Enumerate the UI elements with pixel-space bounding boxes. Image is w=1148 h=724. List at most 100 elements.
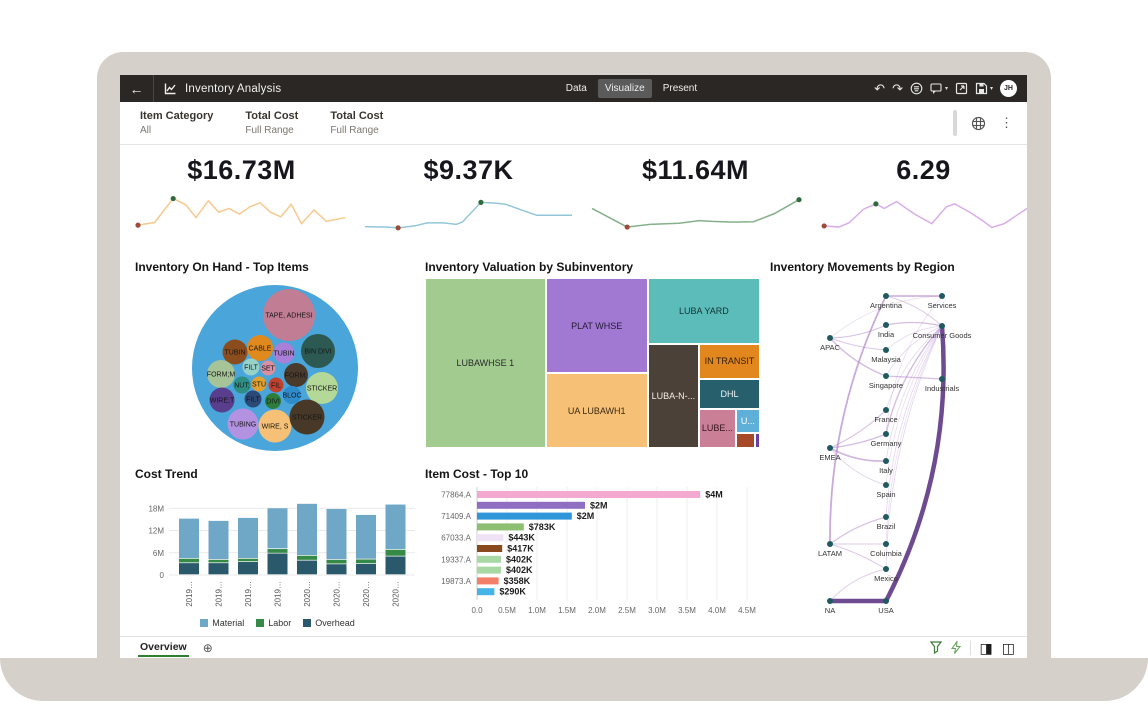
treemap-cell[interactable]: LUBAWHSE 1 (425, 278, 546, 448)
avatar[interactable]: JH (1000, 80, 1017, 97)
treemap-cell[interactable]: PLAT WHSE (545, 278, 648, 374)
network-node-na[interactable] (827, 598, 833, 604)
stacked-bar-segment[interactable] (179, 558, 199, 563)
treemap-cell[interactable]: LUBA YARD (647, 278, 760, 344)
stacked-bar-segment[interactable] (267, 553, 288, 575)
insights-icon[interactable] (910, 82, 923, 95)
treemap-cell[interactable]: LUBE... (699, 408, 736, 448)
stacked-bar-segment[interactable] (356, 559, 376, 564)
network-node-usa[interactable] (883, 598, 889, 604)
network-node-mexico[interactable] (883, 566, 889, 572)
tab-visualize[interactable]: Visualize (597, 79, 652, 98)
filter-item-category[interactable]: Item Category All (140, 110, 214, 136)
stacked-bar-segment[interactable] (297, 555, 317, 560)
network-node-france[interactable] (883, 407, 889, 413)
auto-apply-icon[interactable] (950, 641, 961, 654)
bubble-form-m[interactable] (207, 360, 235, 388)
network-node-malaysia[interactable] (883, 347, 889, 353)
stacked-bar-segment[interactable] (238, 517, 258, 558)
stacked-bar-segment[interactable] (356, 563, 376, 575)
bubble-sticker[interactable] (289, 399, 325, 435)
item-cost-bar[interactable] (477, 577, 499, 585)
grammar-panel-toggle-icon[interactable]: ◨ (979, 639, 993, 656)
bubble-fil[interactable] (268, 377, 284, 393)
bubble-filt[interactable] (244, 390, 262, 408)
item-cost-bar[interactable] (477, 534, 504, 542)
stacked-bar-segment[interactable] (326, 509, 347, 560)
export-icon[interactable] (955, 82, 968, 95)
network-node-latam[interactable] (827, 541, 833, 547)
network-chart[interactable]: APAC EMEA LATAM NA Argentina India Malaysia Sin… (770, 278, 1025, 630)
stacked-bar-segment[interactable] (326, 559, 347, 564)
bubble-tubin[interactable] (273, 342, 295, 364)
network-node-consumer-goods[interactable] (939, 323, 945, 329)
network-node-columbia[interactable] (883, 541, 889, 547)
bubble-bin-divi[interactable] (301, 334, 335, 368)
kpi-tile-ratio[interactable]: 6.29 (810, 149, 1027, 253)
network-node-services[interactable] (939, 293, 945, 299)
stacked-bar-chart[interactable]: 0 6M 12M 18M 2019… 2019… 2019… 2019… 2020… 2020… 2… (135, 485, 420, 611)
stacked-bar-segment[interactable] (356, 514, 376, 559)
bubble-sticker[interactable] (306, 372, 338, 404)
bubble-nut-[interactable] (233, 376, 251, 394)
item-cost-bar[interactable] (477, 501, 585, 509)
treemap-cell[interactable]: IN TRANSIT (699, 343, 760, 379)
treemap-cell[interactable]: DHL (699, 378, 760, 409)
stacked-bar-segment[interactable] (385, 504, 406, 550)
comment-icon[interactable]: ▾ (930, 82, 948, 95)
treemap-cell[interactable] (754, 433, 760, 448)
filter-total-cost-2[interactable]: Total Cost Full Range (330, 110, 384, 136)
bubble-divi[interactable] (265, 393, 281, 409)
kpi-tile-total-cost[interactable]: $16.73M (128, 149, 355, 253)
network-node-emea[interactable] (827, 445, 833, 451)
network-node-industrials[interactable] (939, 376, 945, 382)
bubble-filt[interactable] (242, 358, 260, 376)
stacked-bar-segment[interactable] (326, 564, 347, 575)
filter-icon[interactable] (929, 641, 942, 654)
bubble-tape-adhesi[interactable] (263, 289, 315, 341)
network-node-brazil[interactable] (883, 514, 889, 520)
stacked-bar-segment[interactable] (208, 520, 229, 560)
data-panel-toggle-icon[interactable]: ◫ (1001, 639, 1015, 656)
undo-icon[interactable]: ↶ (874, 81, 886, 96)
item-cost-bar[interactable] (477, 588, 495, 596)
network-node-spain[interactable] (883, 482, 889, 488)
item-cost-bar[interactable] (477, 512, 572, 520)
treemap-chart[interactable]: LUBAWHSE 1 PLAT WHSE UA LUBAWH1 LUBA YARD LU… (425, 278, 760, 448)
item-cost-bar[interactable] (477, 523, 524, 531)
stacked-bar-segment[interactable] (297, 560, 317, 575)
horizontal-bar-chart[interactable]: 0.0 0.5M 1.0M 1.5M 2.0M 2.5M 3.0M 3.5M 4.0M 4.5M $… (425, 485, 770, 621)
item-cost-bar[interactable] (477, 491, 701, 498)
network-node-india[interactable] (883, 322, 889, 328)
network-node-italy[interactable] (883, 458, 889, 464)
stacked-bar-segment[interactable] (297, 503, 317, 556)
stacked-bar-segment[interactable] (385, 556, 406, 575)
stacked-bar-segment[interactable] (238, 558, 258, 562)
treemap-cell[interactable]: UA LUBAWH1 (545, 373, 648, 448)
network-node-singapore[interactable] (883, 373, 889, 379)
save-icon[interactable]: ▾ (975, 82, 993, 95)
canvas-tab-overview[interactable]: Overview (138, 638, 189, 657)
stacked-bar-segment[interactable] (208, 559, 229, 563)
bubble-bloc[interactable] (283, 386, 301, 404)
stacked-bar-segment[interactable] (267, 549, 288, 553)
network-node-germany[interactable] (883, 431, 889, 437)
item-cost-bar[interactable] (477, 566, 501, 574)
kpi-tile-avg-cost[interactable]: $9.37K (355, 149, 582, 253)
stacked-bar-segment[interactable] (267, 508, 288, 549)
bubble-wire-t[interactable] (209, 387, 235, 413)
bubble-set[interactable] (260, 360, 276, 376)
tab-present[interactable]: Present (662, 83, 698, 94)
filter-settings-icon[interactable] (971, 116, 986, 131)
stacked-bar-segment[interactable] (208, 563, 229, 575)
bubble-stu[interactable] (251, 376, 267, 392)
treemap-cell[interactable]: LUBA-N-... (647, 343, 700, 448)
stacked-bar-segment[interactable] (385, 549, 406, 556)
bubble-tubin[interactable] (222, 339, 248, 365)
item-cost-bar[interactable] (477, 545, 503, 552)
back-button[interactable]: ← (120, 75, 154, 102)
network-node-argentina[interactable] (883, 293, 889, 299)
kpi-tile-valuation[interactable]: $11.64M (582, 149, 809, 253)
bubble-cable[interactable] (247, 335, 273, 361)
